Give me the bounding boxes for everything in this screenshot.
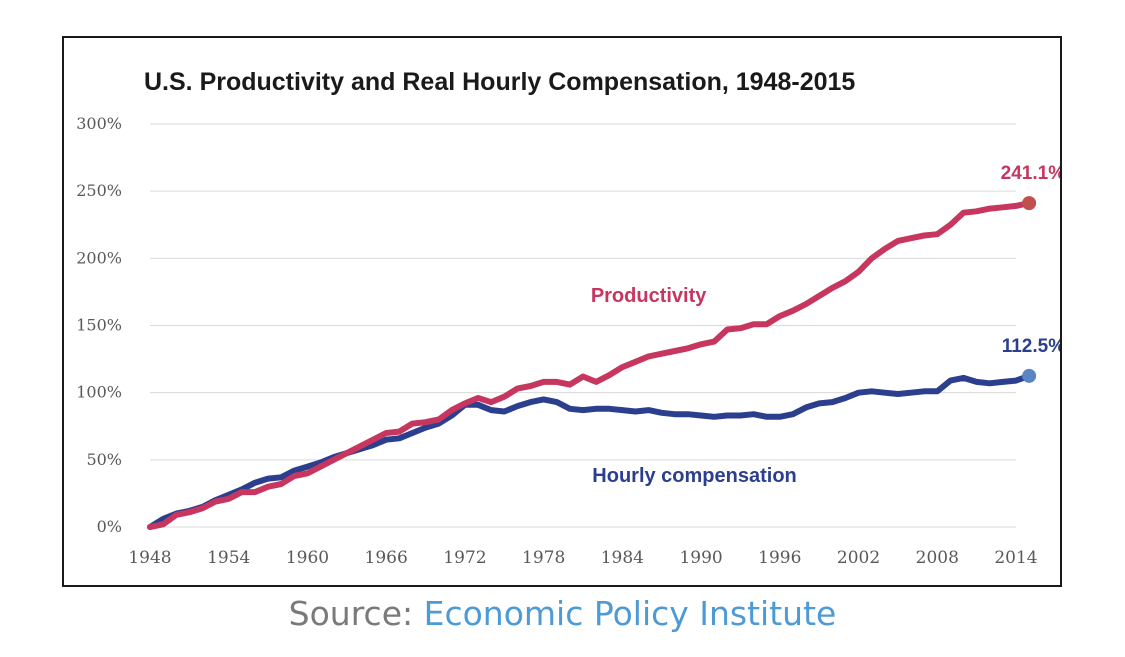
x-tick-label: 1984 xyxy=(601,548,644,568)
y-tick-label: 250% xyxy=(76,181,122,200)
x-tick-label: 1972 xyxy=(443,548,486,568)
data-label: 241.1% xyxy=(1001,163,1060,184)
x-tick-label: 2008 xyxy=(916,548,959,568)
source-link[interactable]: Economic Policy Institute xyxy=(423,594,837,633)
x-tick-label: 1948 xyxy=(128,548,171,568)
end-point-marker xyxy=(1022,196,1037,211)
series-line-productivity xyxy=(147,200,1033,530)
y-tick-label: 200% xyxy=(76,248,122,267)
end-point-marker xyxy=(1022,368,1037,383)
x-tick-label: 1960 xyxy=(286,548,329,568)
x-tick-label: 1978 xyxy=(522,548,565,568)
y-tick-label: 0% xyxy=(97,517,122,536)
x-tick-label: 2014 xyxy=(994,548,1037,568)
series-line-hourly-compensation xyxy=(147,372,1033,530)
source-caption: Source: Economic Policy Institute xyxy=(0,594,1125,633)
x-tick-label: 1996 xyxy=(758,548,801,568)
y-tick-label: 50% xyxy=(86,450,122,469)
data-label: 112.5% xyxy=(1002,336,1060,357)
series-label-productivity: Productivity xyxy=(591,285,707,307)
x-tick-label: 1990 xyxy=(679,548,722,568)
chart-frame: U.S. Productivity and Real Hourly Compen… xyxy=(62,36,1062,587)
x-tick-label: 1954 xyxy=(207,548,250,568)
source-label: Source: xyxy=(288,594,414,633)
series-label-hourly-compensation: Hourly compensation xyxy=(592,465,796,487)
y-tick-label: 300% xyxy=(76,114,122,133)
x-tick-label: 1966 xyxy=(365,548,408,568)
x-tick-label: 2002 xyxy=(837,548,880,568)
chart-title: U.S. Productivity and Real Hourly Compen… xyxy=(144,68,855,96)
y-tick-label: 150% xyxy=(76,316,122,335)
y-tick-label: 100% xyxy=(76,383,122,402)
line-chart: U.S. Productivity and Real Hourly Compen… xyxy=(76,68,1060,568)
